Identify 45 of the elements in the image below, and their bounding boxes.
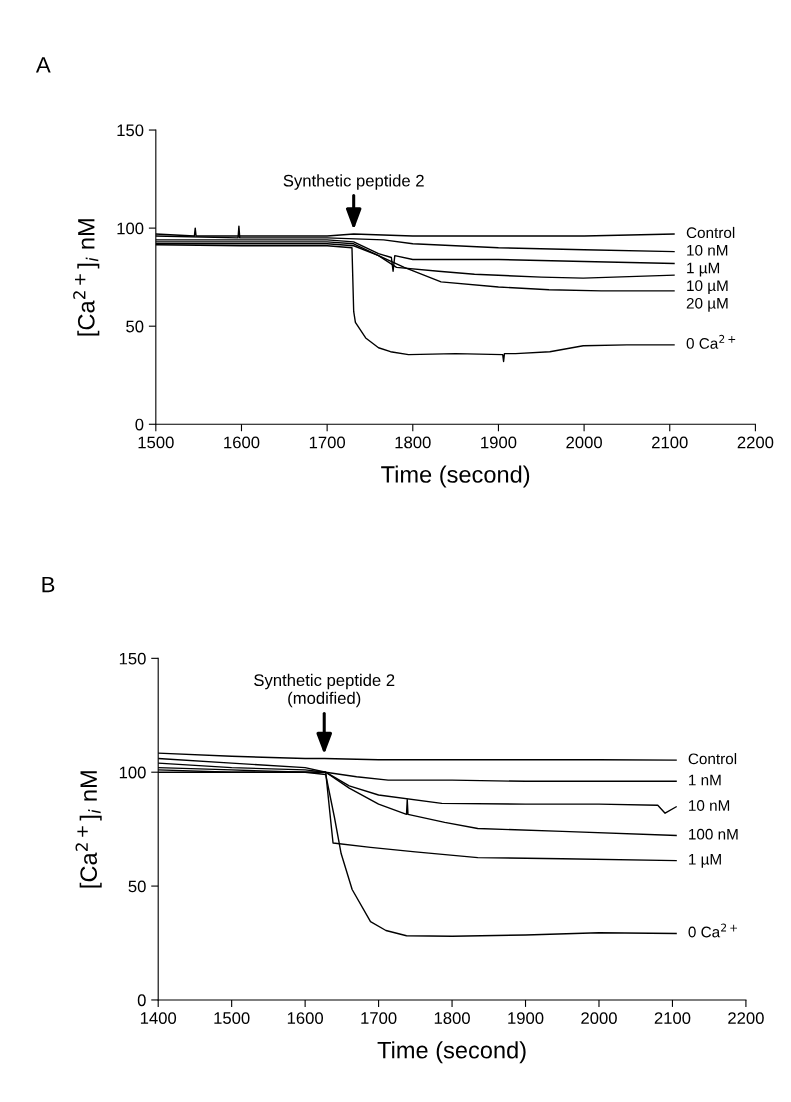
x-tick-label: 1500 — [138, 436, 174, 449]
y-tick-label: 50 — [126, 320, 144, 333]
series-label: 1 µM — [689, 854, 721, 868]
y-axis-title: [Ca$^{2+}$]$_{i}$ nM — [75, 771, 102, 888]
series-label: 10 µM — [687, 280, 728, 295]
x-tick-label: 2200 — [728, 1012, 764, 1024]
x-tick-label: 2100 — [652, 436, 688, 449]
x-tick-label: 1500 — [214, 1012, 250, 1024]
y-axis-title: [Ca$^{2+}$]$_{i}$ nM — [73, 219, 100, 336]
x-tick-label: 1700 — [309, 436, 346, 449]
y-tick-label: 150 — [117, 124, 144, 137]
series-label: Control — [686, 226, 735, 239]
x-tick-label: 2200 — [737, 436, 774, 449]
annotation: Synthetic peptide 2 — [283, 174, 424, 190]
x-tick-label: 1600 — [287, 1012, 324, 1024]
x-tick-label: 1400 — [140, 1012, 177, 1024]
x-tick-label: 2100 — [654, 1012, 691, 1024]
series-label: 1 µM — [687, 262, 720, 277]
series-label: 0 Ca$^{2+}$ — [686, 334, 736, 349]
x-axis-title: Time (second) — [377, 1041, 526, 1064]
series-label: Control — [688, 753, 737, 765]
x-tick-label: 2000 — [581, 1012, 617, 1024]
x-tick-label: 1700 — [361, 1012, 397, 1024]
x-tick-label: 1900 — [481, 436, 517, 449]
x-axis-title: Time (second) — [381, 465, 530, 488]
y-tick-label: 0 — [137, 994, 146, 1007]
chart-title: B — [42, 576, 55, 593]
y-tick-label: 100 — [119, 766, 146, 779]
y-tick-label: 50 — [128, 880, 146, 893]
annotation: Synthetic peptide 2 (modified) — [254, 673, 395, 708]
series-label: 20 µM — [686, 297, 728, 312]
series-label: 10 nM — [687, 244, 728, 256]
series-label: 1 nM — [689, 774, 721, 786]
x-tick-label: 2000 — [566, 436, 602, 449]
x-tick-label: 1600 — [224, 436, 260, 449]
series-label: 10 nM — [689, 800, 730, 811]
y-tick-label: 0 — [135, 418, 144, 431]
x-tick-label: 1800 — [395, 436, 431, 449]
series-label: 100 nM — [689, 828, 738, 840]
series-label: 0 Ca$^{2+}$ — [688, 923, 738, 938]
x-tick-label: 1800 — [434, 1012, 470, 1024]
x-tick-label: 1900 — [508, 1012, 544, 1024]
y-tick-label: 150 — [119, 652, 146, 665]
chart-title: A — [35, 57, 51, 73]
y-tick-label: 100 — [117, 222, 144, 235]
